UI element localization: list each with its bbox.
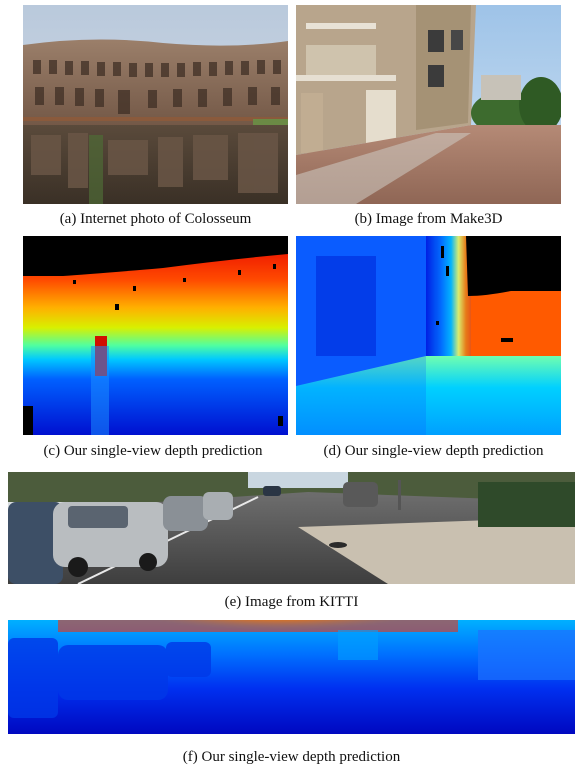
panel-e-image xyxy=(8,472,575,584)
panel-b-image xyxy=(296,5,561,204)
colosseum-photo xyxy=(23,5,288,204)
kitti-photo xyxy=(8,472,575,584)
panel-a-image xyxy=(23,5,288,204)
caption-b: (b) Image from Make3D xyxy=(354,211,503,227)
panel-f-depth-map xyxy=(8,620,575,734)
caption-f: (f) Our single-view depth prediction xyxy=(182,749,401,765)
caption-a: (a) Internet photo of Colosseum xyxy=(59,211,252,227)
caption-d: (d) Our single-view depth prediction xyxy=(323,443,544,459)
depth-map-colosseum xyxy=(23,236,288,435)
caption-c: (c) Our single-view depth prediction xyxy=(43,443,263,459)
caption-e: (e) Image from KITTI xyxy=(224,594,359,610)
panel-c-depth-map xyxy=(23,236,288,435)
depth-map-make3d xyxy=(296,236,561,435)
parked-cars xyxy=(8,482,378,584)
panel-d-depth-map xyxy=(296,236,561,435)
depth-map-kitti xyxy=(8,620,575,734)
make3d-photo xyxy=(296,5,561,204)
